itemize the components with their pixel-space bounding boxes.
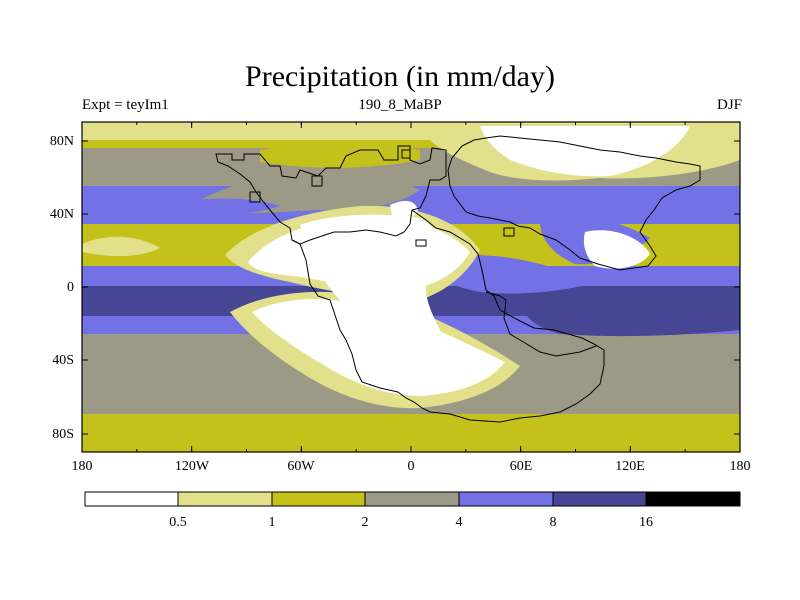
colorbar-label: 1	[269, 515, 276, 530]
colorbar-bin	[458, 491, 554, 507]
x-tick-label: 0	[408, 459, 415, 474]
x-tick-label: 120W	[175, 459, 210, 474]
x-tick-label: 180	[72, 459, 93, 474]
colorbar-label: 4	[456, 515, 463, 530]
axis-ticks	[81, 122, 741, 452]
coastline-outlines	[215, 135, 701, 423]
x-tick-label: 120E	[615, 459, 645, 474]
colorbar-label: 2	[362, 515, 369, 530]
experiment-label: Expt = teyIm1	[82, 97, 169, 113]
y-tick-label: 80N	[50, 134, 74, 149]
colorbar: 0.5 1 2 4 8 16 mm/day	[84, 491, 784, 581]
colorbar-label: 0.5	[169, 515, 187, 530]
x-axis-labels: 180 120W 60W 0 60E 120E 180	[72, 459, 751, 474]
colorbar-bin	[645, 491, 741, 507]
x-tick-label: 60E	[510, 459, 533, 474]
map-title: Precipitation (in mm/day)	[245, 60, 555, 93]
y-tick-label: 40N	[50, 207, 74, 222]
colorbar-label: 16	[639, 515, 653, 530]
colorbar-bin	[271, 491, 366, 507]
x-tick-label: 60W	[287, 459, 315, 474]
colorbar-units: mm/day	[780, 579, 784, 581]
period-label: 190_8_MaBP	[358, 97, 442, 113]
x-tick-label: 180	[730, 459, 751, 474]
season-label: DJF	[716, 97, 742, 113]
precipitation-field	[82, 122, 740, 452]
colorbar-bin	[552, 491, 647, 507]
y-tick-label: 40S	[52, 353, 74, 368]
y-tick-label: 0	[67, 280, 74, 295]
colorbar-bin	[364, 491, 460, 507]
colorbar-label: 8	[550, 515, 557, 530]
colorbar-bin	[84, 491, 179, 507]
colorbar-bin	[177, 491, 273, 507]
y-axis-labels: 80N 40N 0 40S 80S	[50, 134, 74, 442]
y-tick-label: 80S	[52, 427, 74, 442]
